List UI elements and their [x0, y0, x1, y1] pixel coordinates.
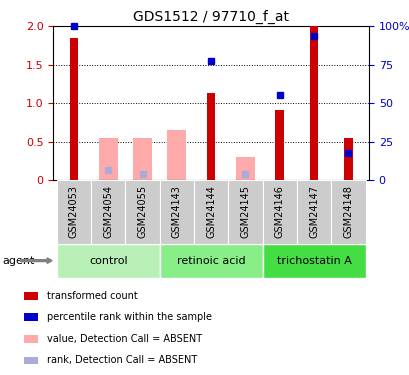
Bar: [24, 335, 38, 343]
Text: trichostatin A: trichostatin A: [276, 256, 351, 266]
Bar: [262, 244, 365, 278]
Text: rank, Detection Call = ABSENT: rank, Detection Call = ABSENT: [47, 356, 197, 366]
Text: percentile rank within the sample: percentile rank within the sample: [47, 312, 212, 322]
Bar: [24, 357, 38, 364]
Bar: [133, 138, 152, 180]
Bar: [309, 26, 318, 180]
Bar: [24, 314, 38, 321]
Bar: [193, 180, 228, 244]
Text: GSM24143: GSM24143: [171, 186, 181, 238]
Title: GDS1512 / 97710_f_at: GDS1512 / 97710_f_at: [133, 10, 288, 24]
Text: agent: agent: [2, 256, 34, 266]
Bar: [228, 180, 262, 244]
Bar: [275, 110, 283, 180]
Bar: [330, 180, 365, 244]
Text: GSM24148: GSM24148: [343, 186, 353, 238]
Text: value, Detection Call = ABSENT: value, Detection Call = ABSENT: [47, 334, 202, 344]
Bar: [207, 93, 215, 180]
Text: GSM24053: GSM24053: [69, 185, 79, 238]
Bar: [167, 130, 186, 180]
Bar: [56, 180, 91, 244]
Bar: [70, 38, 78, 180]
Text: control: control: [89, 256, 127, 266]
Bar: [296, 180, 330, 244]
Text: GSM24054: GSM24054: [103, 185, 113, 238]
Text: transformed count: transformed count: [47, 291, 137, 301]
Bar: [159, 180, 193, 244]
Text: retinoic acid: retinoic acid: [176, 256, 245, 266]
Bar: [56, 244, 159, 278]
Bar: [236, 157, 254, 180]
Bar: [24, 292, 38, 300]
Text: GSM24146: GSM24146: [274, 186, 284, 238]
Bar: [99, 138, 117, 180]
Text: GSM24144: GSM24144: [206, 186, 216, 238]
Bar: [343, 138, 352, 180]
Text: GSM24055: GSM24055: [137, 185, 147, 238]
Bar: [159, 244, 262, 278]
Text: GSM24145: GSM24145: [240, 185, 250, 238]
Bar: [125, 180, 159, 244]
Bar: [262, 180, 296, 244]
Text: GSM24147: GSM24147: [308, 185, 318, 238]
Bar: [91, 180, 125, 244]
